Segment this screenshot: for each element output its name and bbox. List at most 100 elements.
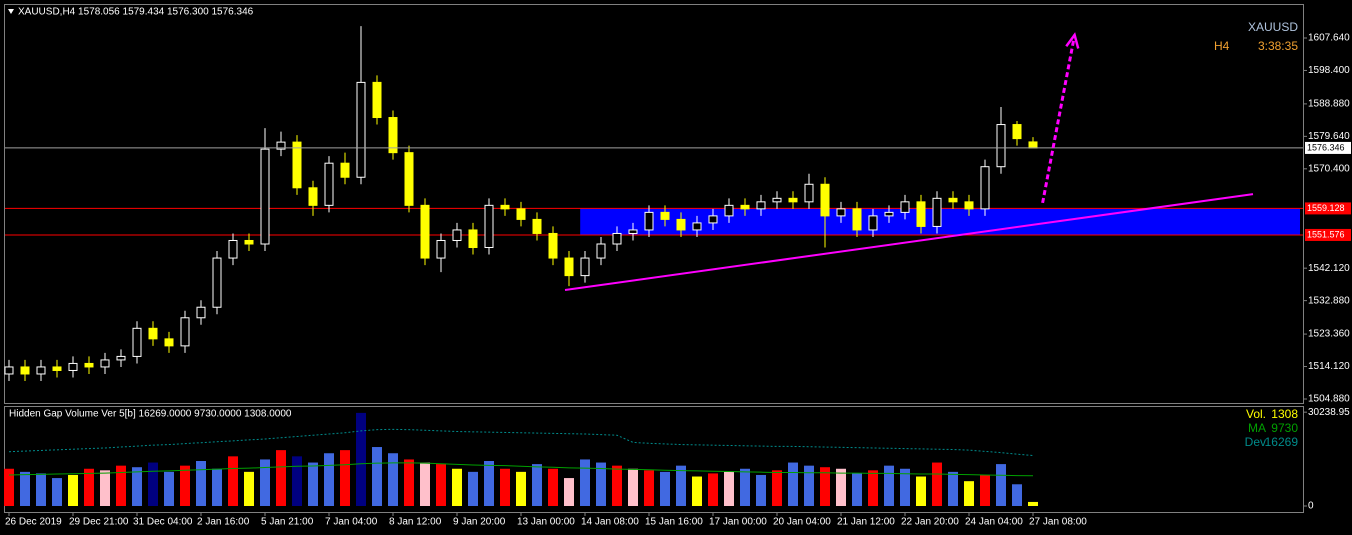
- volume-bar: [676, 465, 686, 506]
- indicator-line: [8, 462, 1034, 477]
- level-label-box: [1305, 228, 1351, 241]
- candle-body: [260, 148, 270, 245]
- y-tick-label: 1504.880: [1308, 394, 1350, 405]
- arrow-head: [1065, 32, 1080, 49]
- candle-body: [804, 183, 814, 203]
- candle-body: [452, 229, 462, 241]
- volume-bar: [948, 471, 958, 506]
- level-label: 1559.128: [1307, 203, 1345, 213]
- candle-body: [292, 141, 302, 189]
- candle-body: [564, 257, 574, 277]
- x-tick-label: 9 Jan 20:00: [453, 517, 506, 528]
- candle-body: [100, 359, 110, 368]
- candle-body: [852, 208, 862, 231]
- y-tick-label: 1542.120: [1308, 263, 1350, 274]
- volume-bar: [324, 453, 334, 506]
- x-tick-label: 26 Dec 2019: [5, 517, 62, 528]
- volume-bar: [980, 474, 990, 506]
- volume-bar: [132, 467, 142, 506]
- candle-body: [356, 81, 366, 178]
- candle-body: [948, 197, 958, 203]
- y-tick-label: 0: [1308, 501, 1314, 512]
- x-tick-label: 22 Jan 20:00: [901, 517, 959, 528]
- volume-bar: [884, 465, 894, 506]
- candle-body: [964, 201, 974, 210]
- volume-bar: [244, 471, 254, 506]
- candle-body: [1028, 141, 1038, 149]
- candle-body: [196, 306, 206, 319]
- timeframe: H4: [1214, 39, 1230, 53]
- candle-body: [980, 166, 990, 210]
- candle-body: [388, 117, 398, 154]
- candle-body: [612, 232, 622, 245]
- candle-body: [596, 243, 606, 259]
- candle-body: [820, 183, 830, 217]
- volume-bar: [276, 450, 286, 506]
- candle-body: [724, 204, 734, 217]
- candle-body: [52, 366, 62, 371]
- volume-panel: [4, 406, 1304, 513]
- candle-body: [676, 218, 686, 231]
- y-tick-label: 1570.400: [1308, 163, 1350, 174]
- candle-body: [148, 327, 158, 340]
- candle-body: [580, 257, 590, 277]
- volume-bar: [20, 471, 30, 506]
- volume-bar: [84, 468, 94, 506]
- bar-timer: 3:38:35: [1258, 39, 1298, 53]
- indicator-title: Hidden Gap Volume Ver 5[b] 16269.0000 97…: [9, 409, 292, 420]
- volume-bar: [772, 470, 782, 506]
- volume-bar: [372, 447, 382, 506]
- volume-bar: [260, 459, 270, 506]
- candle-body: [244, 239, 254, 245]
- volume-bar: [228, 456, 238, 506]
- candle-body: [164, 338, 174, 347]
- volume-bar: [932, 462, 942, 506]
- candle-body: [788, 197, 798, 203]
- x-tick-label: 8 Jan 12:00: [389, 517, 442, 528]
- candle-body: [548, 232, 558, 259]
- menu-arrow[interactable]: [8, 9, 14, 14]
- y-tick-label: 1588.880: [1308, 99, 1350, 110]
- volume-bar: [308, 462, 318, 506]
- candle-body: [644, 211, 654, 231]
- volume-bar: [900, 468, 910, 506]
- volume-bar: [660, 471, 670, 506]
- candle-body: [516, 208, 526, 220]
- candle-body: [436, 239, 446, 259]
- indicator-line: [8, 428, 1034, 457]
- volume-bar: [868, 470, 878, 506]
- volume-bar: [580, 459, 590, 506]
- candle-body: [932, 197, 942, 227]
- volume-bar: [916, 476, 926, 506]
- candle-body: [900, 201, 910, 213]
- price-panel: [4, 4, 1304, 404]
- legend-name: Vol.: [1246, 407, 1266, 421]
- y-tick-label: 1523.360: [1308, 329, 1350, 340]
- volume-bar: [740, 468, 750, 506]
- volume-bar: [404, 459, 414, 506]
- candle-body: [500, 204, 510, 210]
- candle-body: [1012, 124, 1022, 140]
- candle-body: [324, 162, 334, 206]
- candle-body: [916, 201, 926, 227]
- x-tick-label: 29 Dec 21:00: [69, 517, 129, 528]
- volume-bar: [68, 474, 78, 506]
- candle-body: [756, 201, 766, 210]
- y-tick-label: 1579.640: [1308, 131, 1350, 142]
- x-tick-label: 17 Jan 00:00: [709, 517, 767, 528]
- level-label-box: [1305, 202, 1351, 215]
- x-tick-label: 14 Jan 08:00: [581, 517, 639, 528]
- candle-body: [404, 152, 414, 206]
- x-tick-label: 2 Jan 16:00: [197, 517, 250, 528]
- legend-name: MA: [1248, 421, 1266, 435]
- candle-body: [484, 204, 494, 249]
- volume-bar: [484, 461, 494, 506]
- volume-bar: [340, 450, 350, 506]
- volume-bar: [996, 464, 1006, 506]
- candle-body: [772, 197, 782, 203]
- y-tick-label: 1598.400: [1308, 65, 1350, 76]
- volume-bar: [148, 462, 158, 506]
- volume-bar: [836, 468, 846, 506]
